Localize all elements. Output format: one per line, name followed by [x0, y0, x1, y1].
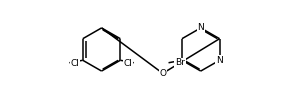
Text: N: N [216, 56, 223, 65]
Text: Cl: Cl [71, 59, 79, 68]
Text: O: O [159, 69, 166, 78]
Text: Br: Br [175, 58, 185, 67]
Text: Cl: Cl [124, 59, 133, 68]
Text: N: N [197, 23, 204, 32]
